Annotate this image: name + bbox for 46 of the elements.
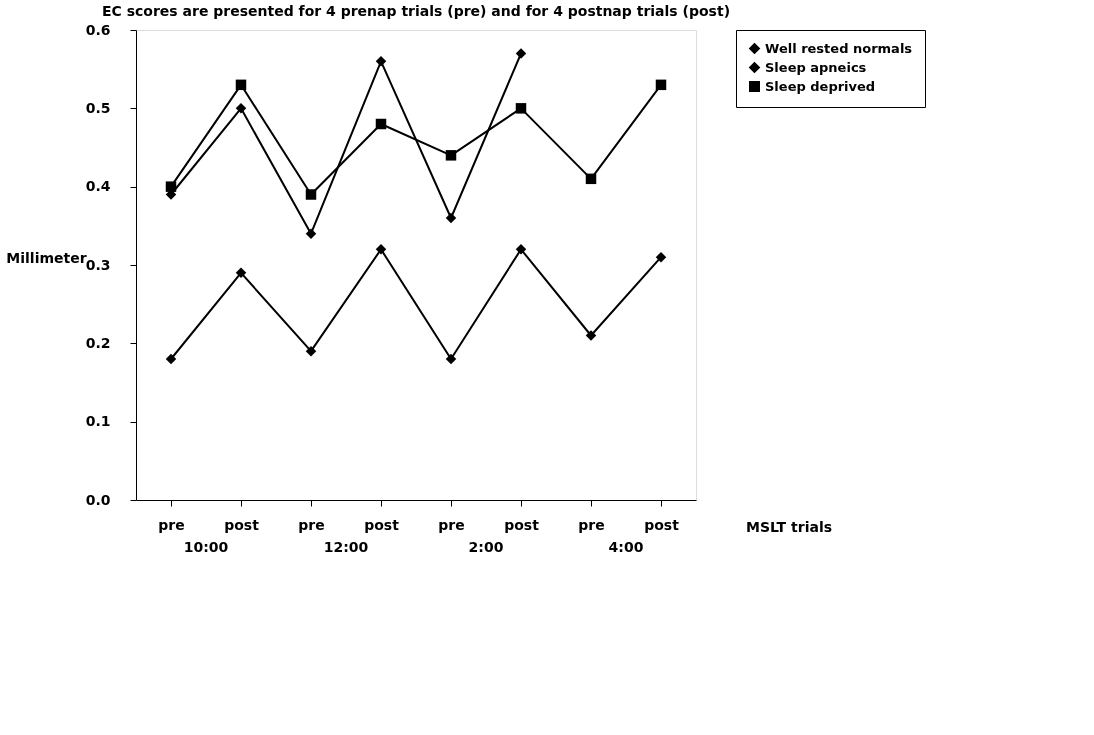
point — [305, 189, 317, 200]
point — [515, 48, 527, 59]
y-tick-label: 0.3 — [85, 256, 111, 273]
point — [375, 244, 387, 255]
x-tick-label: pre — [438, 516, 465, 533]
y-axis-title: Millimeter — [6, 249, 87, 266]
y-tick-label: 0.2 — [85, 334, 111, 351]
point — [585, 173, 597, 185]
point — [445, 353, 457, 365]
point — [655, 251, 667, 263]
y-tick-label: 0.5 — [85, 99, 111, 116]
point — [235, 103, 247, 114]
y-tick-label: 0.1 — [85, 413, 111, 430]
chart-title: EC scores are presented for 4 prenap trials (pre) and for 4 postnap trials (post) — [101, 3, 731, 19]
point — [235, 79, 247, 91]
text: 2:00 — [468, 539, 504, 555]
text: 10:00 — [183, 539, 229, 555]
point — [445, 212, 457, 224]
point — [375, 56, 387, 67]
point — [305, 345, 317, 357]
x-tick-label: pre — [158, 516, 185, 533]
point — [515, 244, 527, 255]
point — [165, 353, 177, 365]
legend-label: Sleep deprived — [765, 78, 876, 94]
y-tick-label: 0.4 — [85, 178, 111, 195]
point — [515, 103, 527, 114]
point — [375, 118, 387, 130]
x-tick-label: post — [504, 516, 540, 533]
legend-label: Sleep apneics — [765, 59, 867, 75]
y-tick-label: 0.6 — [85, 21, 111, 38]
point — [165, 181, 177, 192]
x-tick-label: post — [364, 516, 400, 533]
point — [655, 79, 667, 91]
x-tick-label: post — [224, 516, 260, 533]
point — [305, 228, 317, 239]
x-tick-label: pre — [298, 516, 325, 533]
text: 4:00 — [608, 539, 644, 555]
point — [585, 330, 597, 341]
x-axis-title: MSLT trials — [746, 519, 833, 535]
point — [235, 267, 247, 279]
legend-label: Well rested normals — [765, 40, 913, 56]
text: 12:00 — [323, 539, 369, 555]
y-tick-label: 0.0 — [85, 491, 111, 508]
x-tick-label: pre — [578, 516, 605, 533]
point — [445, 150, 457, 161]
x-tick-label: post — [644, 516, 680, 533]
